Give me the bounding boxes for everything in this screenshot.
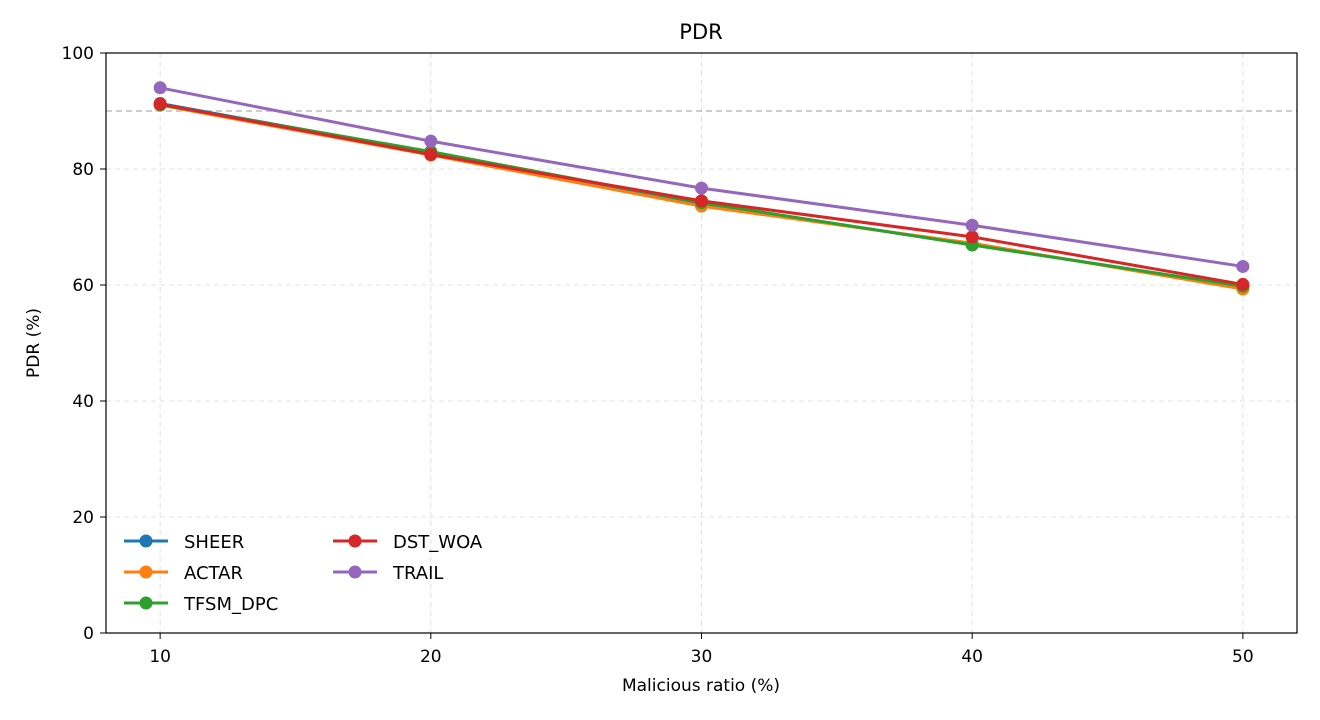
x-axis-label: Malicious ratio (%) <box>622 676 780 696</box>
data-point-trail <box>965 218 979 232</box>
series-layer <box>153 81 1250 296</box>
grid <box>106 53 1297 633</box>
legend-item-tfsm-dpc: TFSM_DPC <box>124 594 278 615</box>
x-tick-label: 30 <box>691 647 713 667</box>
data-point-dst-woa <box>695 194 708 208</box>
legend: SHEER ACTAR TFSM_DPC DST_WOA TRAIL <box>124 532 483 615</box>
data-point-dst-woa <box>1236 277 1250 291</box>
y-tick-label: 100 <box>62 44 94 64</box>
data-point-trail <box>153 81 167 95</box>
y-tick-label: 80 <box>72 160 94 180</box>
x-tick-label: 10 <box>149 647 171 667</box>
legend-label-dst-woa: DST_WOA <box>393 532 483 553</box>
legend-item-trail: TRAIL <box>333 563 443 584</box>
chart-title: PDR <box>679 20 722 44</box>
y-tick-label: 40 <box>72 392 94 412</box>
legend-marker-sheer <box>139 534 153 548</box>
legend-marker-actar <box>139 565 153 579</box>
legend-item-sheer: SHEER <box>124 532 244 553</box>
y-tick-label: 60 <box>72 276 94 296</box>
legend-label-tfsm-dpc: TFSM_DPC <box>183 594 278 615</box>
legend-marker-trail <box>348 565 362 579</box>
legend-label-trail: TRAIL <box>392 563 443 584</box>
data-point-trail <box>695 181 708 195</box>
axis-ticks: 10 20 30 40 50 0 20 40 60 80 100 <box>62 44 1254 667</box>
data-point-trail <box>1236 259 1250 273</box>
legend-marker-tfsm-dpc <box>139 596 153 610</box>
y-axis-label: PDR (%) <box>24 308 44 378</box>
series-dst-woa <box>153 97 1250 291</box>
x-tick-label: 50 <box>1232 647 1254 667</box>
legend-marker-dst-woa <box>348 534 362 548</box>
legend-label-sheer: SHEER <box>184 532 244 553</box>
y-tick-label: 0 <box>83 624 94 644</box>
x-tick-label: 40 <box>961 647 983 667</box>
data-point-dst-woa <box>965 230 979 244</box>
series-trail <box>153 81 1250 273</box>
data-point-trail <box>424 134 438 148</box>
data-point-dst-woa <box>424 148 438 161</box>
legend-item-actar: ACTAR <box>124 563 243 584</box>
data-point-dst-woa <box>153 97 167 111</box>
y-tick-label: 20 <box>72 508 94 528</box>
legend-item-dst-woa: DST_WOA <box>333 532 483 553</box>
legend-label-actar: ACTAR <box>184 563 243 584</box>
x-tick-label: 20 <box>420 647 442 667</box>
